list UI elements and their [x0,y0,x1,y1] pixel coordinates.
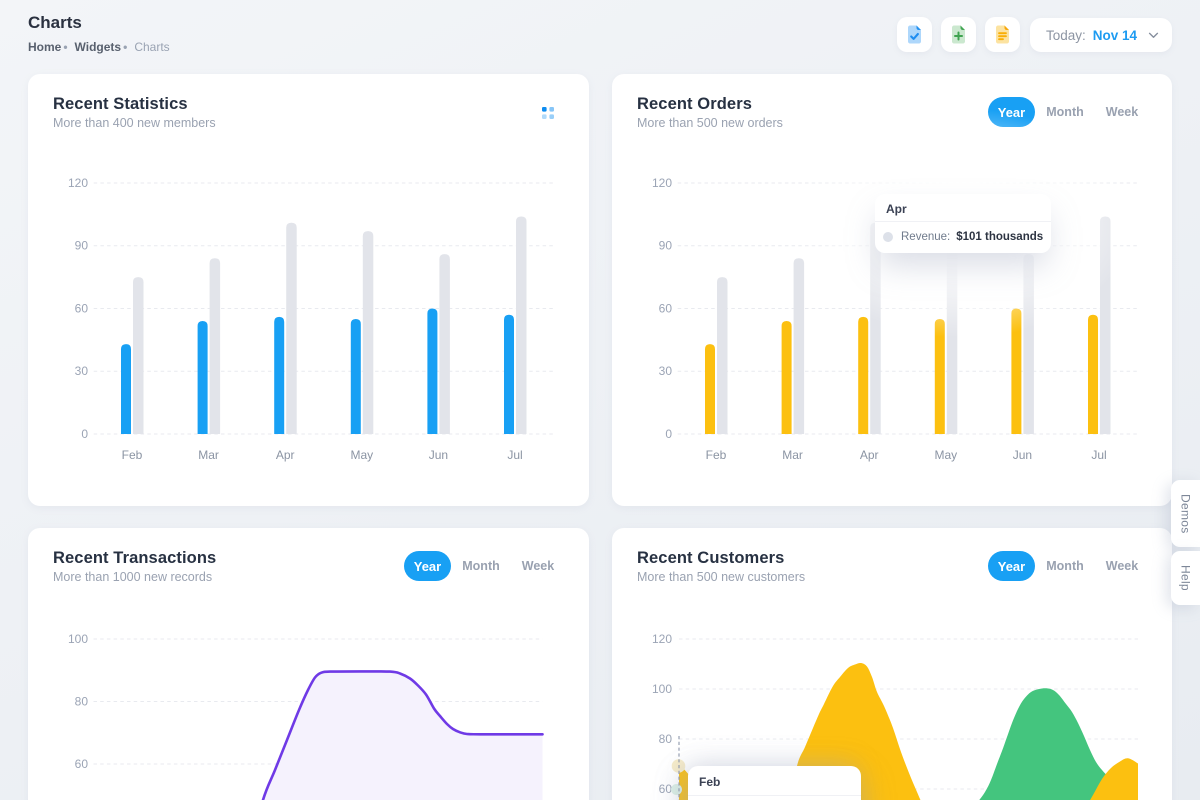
svg-text:Jun: Jun [1013,448,1032,462]
svg-text:100: 100 [652,682,672,696]
svg-text:Apr: Apr [276,448,295,462]
svg-text:Feb: Feb [706,448,727,462]
svg-text:Feb: Feb [122,448,143,462]
svg-text:60: 60 [659,302,673,316]
svg-text:60: 60 [75,757,89,771]
svg-text:May: May [934,448,957,462]
svg-text:90: 90 [75,239,89,253]
svg-text:Jul: Jul [1091,448,1106,462]
svg-text:60: 60 [75,302,89,316]
svg-text:80: 80 [75,695,89,709]
svg-text:120: 120 [68,176,88,190]
svg-text:Mar: Mar [782,448,803,462]
svg-text:Jun: Jun [429,448,448,462]
svg-text:100: 100 [68,632,88,646]
svg-text:60: 60 [659,782,673,796]
svg-text:30: 30 [659,364,673,378]
svg-text:0: 0 [81,427,88,441]
svg-text:Mar: Mar [198,448,219,462]
svg-text:30: 30 [75,364,89,378]
svg-text:Apr: Apr [860,448,879,462]
svg-text:Jul: Jul [507,448,522,462]
svg-text:120: 120 [652,632,672,646]
svg-text:May: May [350,448,373,462]
svg-text:0: 0 [665,427,672,441]
svg-text:120: 120 [652,176,672,190]
svg-text:80: 80 [659,732,673,746]
svg-text:90: 90 [659,239,673,253]
